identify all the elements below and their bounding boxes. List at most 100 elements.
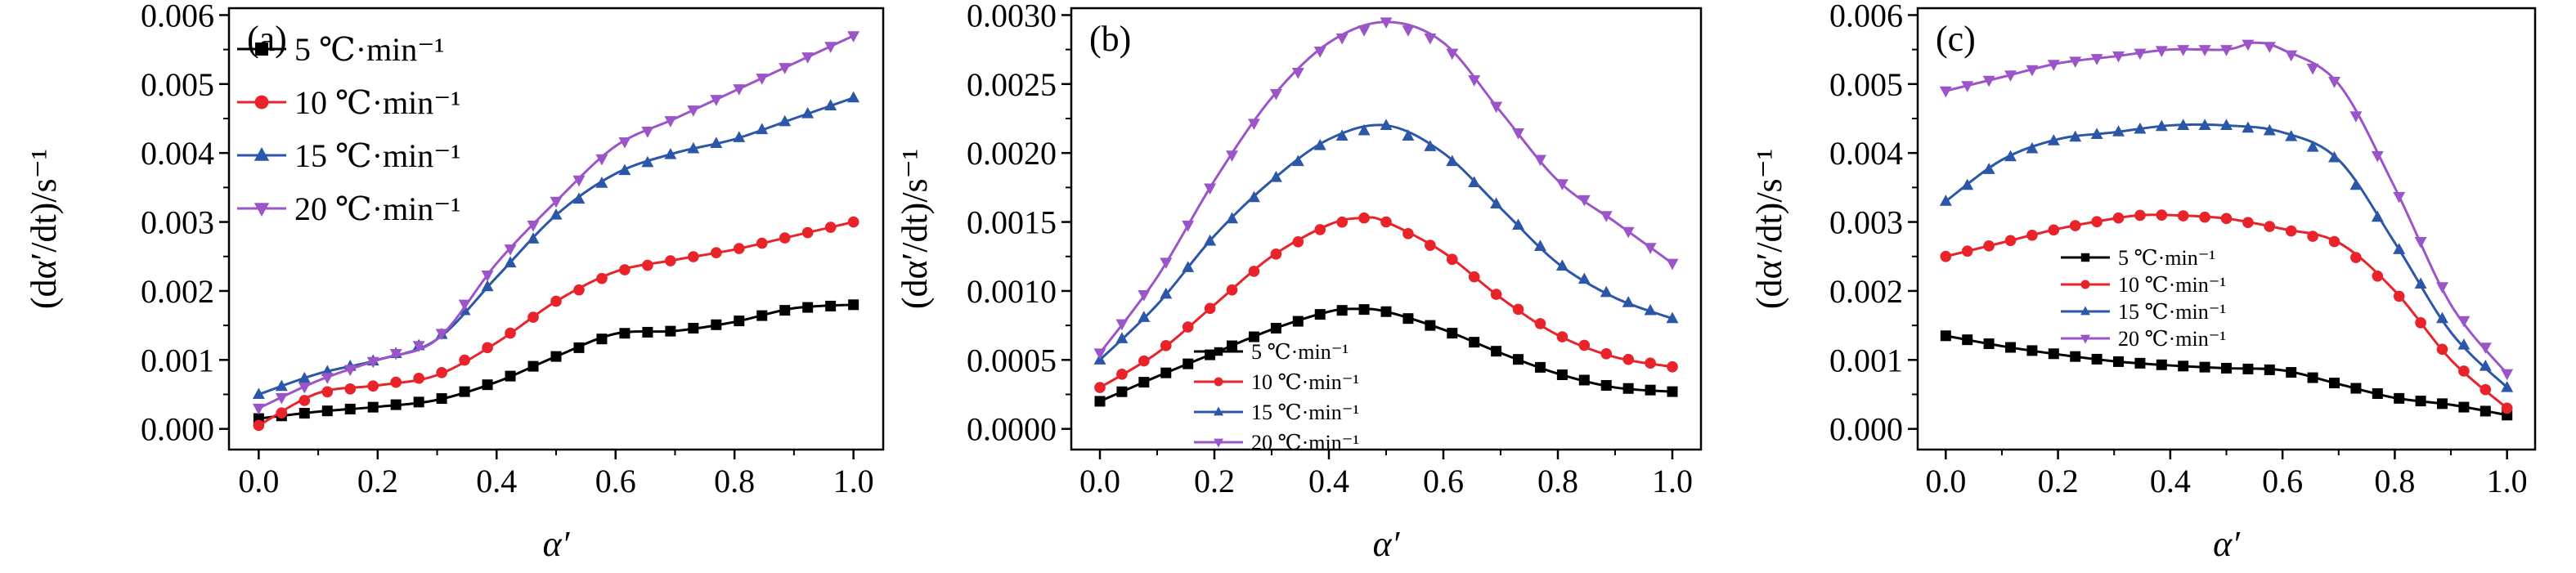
data-point bbox=[756, 310, 768, 321]
data-point bbox=[1490, 197, 1503, 209]
data-point bbox=[390, 376, 402, 388]
data-point bbox=[1380, 17, 1393, 29]
data-point bbox=[2069, 56, 2082, 69]
data-point bbox=[2480, 405, 2491, 417]
data-point bbox=[413, 372, 424, 384]
data-point bbox=[412, 341, 425, 352]
data-point bbox=[1961, 81, 1974, 92]
data-point bbox=[2479, 359, 2492, 371]
data-point bbox=[2349, 111, 2363, 123]
data-point bbox=[550, 351, 562, 362]
data-point bbox=[1094, 382, 1106, 393]
y-tick-label: 0.0020 bbox=[967, 135, 1057, 172]
data-point bbox=[1600, 285, 1613, 298]
x-axis-label: α′ bbox=[2213, 524, 2241, 564]
data-point bbox=[1182, 220, 1195, 232]
data-point bbox=[1336, 216, 1348, 228]
data-point bbox=[2221, 362, 2232, 374]
data-point bbox=[505, 370, 516, 382]
legend-entry: 20 ℃·min⁻¹ bbox=[2061, 327, 2226, 351]
series-2 bbox=[1094, 212, 1678, 393]
data-point bbox=[756, 237, 768, 249]
data-point bbox=[1578, 374, 1590, 386]
data-point bbox=[2393, 191, 2406, 204]
data-point bbox=[1491, 346, 1502, 357]
series-line bbox=[258, 221, 854, 427]
data-point bbox=[2220, 119, 2233, 130]
y-tick-label: 0.001 bbox=[141, 342, 214, 378]
data-point bbox=[527, 220, 540, 232]
data-point bbox=[2307, 231, 2318, 242]
data-point bbox=[1402, 25, 1415, 37]
y-tick-label: 0.0015 bbox=[967, 204, 1057, 241]
data-point bbox=[1093, 348, 1106, 360]
data-point bbox=[298, 382, 311, 394]
data-point bbox=[2458, 365, 2470, 377]
data-point bbox=[687, 141, 700, 154]
series-4 bbox=[252, 31, 860, 415]
data-point bbox=[550, 208, 563, 220]
data-point bbox=[572, 175, 586, 187]
data-point bbox=[344, 383, 357, 395]
data-point bbox=[756, 74, 769, 85]
x-tick-label: 0.6 bbox=[1423, 463, 1464, 499]
data-point bbox=[1226, 212, 1239, 224]
data-point bbox=[298, 395, 311, 406]
data-point bbox=[343, 365, 357, 377]
x-tick-label: 0.8 bbox=[2374, 463, 2415, 499]
data-point bbox=[1269, 170, 1282, 182]
series-3 bbox=[1939, 119, 2514, 392]
data-point bbox=[1982, 75, 1995, 87]
legend-marker bbox=[254, 147, 270, 161]
legend-entry: 10 ℃·min⁻¹ bbox=[2061, 273, 2226, 297]
legend-entry: 5 ℃·min⁻¹ bbox=[237, 31, 444, 68]
data-point bbox=[1939, 195, 1952, 206]
data-point bbox=[504, 244, 517, 256]
data-point bbox=[618, 163, 631, 176]
data-point bbox=[2178, 360, 2189, 372]
data-point bbox=[618, 137, 631, 149]
data-point bbox=[1335, 33, 1349, 45]
series-4 bbox=[1093, 17, 1679, 360]
y-tick-label: 0.004 bbox=[141, 135, 214, 172]
data-point bbox=[367, 380, 379, 392]
data-point bbox=[2112, 125, 2125, 137]
data-point bbox=[2177, 45, 2190, 56]
data-point bbox=[2393, 290, 2405, 302]
data-point bbox=[1468, 176, 1481, 188]
data-point bbox=[2285, 225, 2297, 237]
data-point bbox=[2177, 119, 2190, 130]
data-point bbox=[1248, 266, 1260, 277]
legend-marker bbox=[1214, 406, 1223, 416]
data-point bbox=[2458, 401, 2470, 413]
y-tick-label: 0.001 bbox=[1829, 342, 1903, 378]
data-point bbox=[1182, 261, 1195, 272]
data-point bbox=[1446, 48, 1459, 60]
data-point bbox=[436, 366, 447, 378]
data-point bbox=[527, 360, 539, 372]
data-point bbox=[2306, 63, 2319, 75]
data-point bbox=[2242, 217, 2254, 229]
data-point bbox=[779, 114, 792, 127]
data-point bbox=[2112, 212, 2125, 224]
data-point bbox=[390, 399, 402, 410]
data-point bbox=[2026, 345, 2038, 356]
data-point bbox=[1644, 303, 1657, 316]
data-point bbox=[824, 222, 837, 233]
data-point bbox=[2501, 402, 2513, 414]
data-point bbox=[1940, 250, 1952, 262]
data-point bbox=[2457, 316, 2471, 328]
legend-label: 5 ℃·min⁻¹ bbox=[294, 31, 444, 68]
data-point bbox=[802, 302, 814, 313]
data-point bbox=[688, 251, 699, 262]
data-point bbox=[641, 155, 654, 168]
data-point bbox=[1160, 339, 1172, 351]
data-point bbox=[847, 31, 860, 43]
chart-panel-3: 0.0 0.2 0.4 0.6 0.8 1.0 0.000 0.001 0.002 0.003 0.… bbox=[1749, 0, 2537, 564]
data-point bbox=[1160, 257, 1173, 270]
data-point bbox=[1226, 284, 1238, 296]
data-point bbox=[2091, 353, 2103, 365]
data-point bbox=[1269, 88, 1282, 101]
legend-marker bbox=[254, 203, 270, 217]
data-point bbox=[1533, 239, 1546, 251]
